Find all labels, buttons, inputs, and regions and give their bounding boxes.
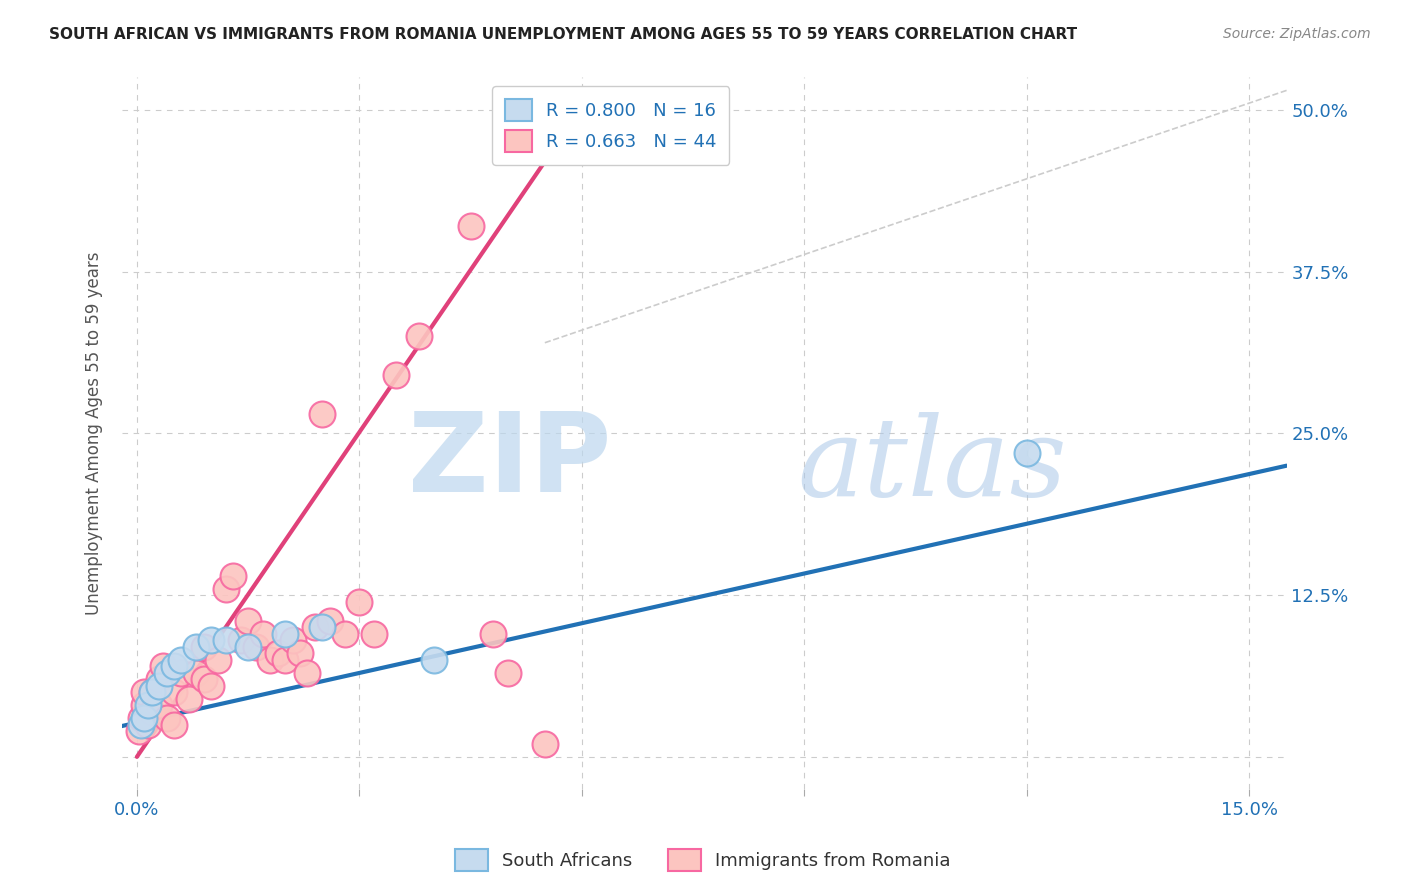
Point xyxy=(177,691,200,706)
Point xyxy=(193,640,215,654)
Legend: South Africans, Immigrants from Romania: South Africans, Immigrants from Romania xyxy=(449,842,957,879)
Point xyxy=(363,627,385,641)
Point xyxy=(236,640,259,654)
Point xyxy=(148,698,170,712)
Point xyxy=(141,685,163,699)
Y-axis label: Unemployment Among Ages 55 to 59 years: Unemployment Among Ages 55 to 59 years xyxy=(86,252,103,615)
Point xyxy=(136,698,159,712)
Point xyxy=(128,723,150,738)
Point xyxy=(186,665,208,680)
Point xyxy=(304,620,326,634)
Point xyxy=(349,594,371,608)
Point xyxy=(482,627,505,641)
Point xyxy=(297,665,319,680)
Point xyxy=(141,705,163,719)
Text: atlas: atlas xyxy=(797,411,1067,519)
Point xyxy=(163,717,186,731)
Point xyxy=(163,685,186,699)
Point xyxy=(281,633,304,648)
Text: Source: ZipAtlas.com: Source: ZipAtlas.com xyxy=(1223,27,1371,41)
Point xyxy=(311,620,333,634)
Point xyxy=(148,679,170,693)
Point xyxy=(148,672,170,686)
Point xyxy=(200,633,222,648)
Point xyxy=(1015,446,1038,460)
Point xyxy=(408,329,430,343)
Point xyxy=(207,653,229,667)
Point xyxy=(245,640,267,654)
Point xyxy=(134,698,156,712)
Text: ZIP: ZIP xyxy=(408,409,612,516)
Point xyxy=(193,672,215,686)
Point xyxy=(274,653,297,667)
Point xyxy=(496,665,519,680)
Text: SOUTH AFRICAN VS IMMIGRANTS FROM ROMANIA UNEMPLOYMENT AMONG AGES 55 TO 59 YEARS : SOUTH AFRICAN VS IMMIGRANTS FROM ROMANIA… xyxy=(49,27,1077,42)
Point xyxy=(252,627,274,641)
Point xyxy=(215,633,238,648)
Point xyxy=(236,614,259,628)
Point xyxy=(129,711,152,725)
Point xyxy=(152,659,174,673)
Point xyxy=(155,665,177,680)
Point xyxy=(170,665,193,680)
Point xyxy=(200,679,222,693)
Point xyxy=(460,219,482,234)
Point xyxy=(385,368,408,383)
Point xyxy=(134,711,156,725)
Legend: R = 0.800   N = 16, R = 0.663   N = 44: R = 0.800 N = 16, R = 0.663 N = 44 xyxy=(492,87,730,165)
Point xyxy=(155,711,177,725)
Point xyxy=(422,653,444,667)
Point xyxy=(129,717,152,731)
Point xyxy=(274,627,297,641)
Point xyxy=(534,737,557,751)
Point xyxy=(134,685,156,699)
Point xyxy=(319,614,342,628)
Point xyxy=(186,640,208,654)
Point xyxy=(229,633,252,648)
Point xyxy=(141,685,163,699)
Point xyxy=(333,627,356,641)
Point xyxy=(136,717,159,731)
Point xyxy=(311,407,333,421)
Point xyxy=(222,568,245,582)
Point xyxy=(215,582,238,596)
Point xyxy=(170,653,193,667)
Point xyxy=(288,646,311,660)
Point xyxy=(259,653,281,667)
Point xyxy=(163,659,186,673)
Point xyxy=(267,646,290,660)
